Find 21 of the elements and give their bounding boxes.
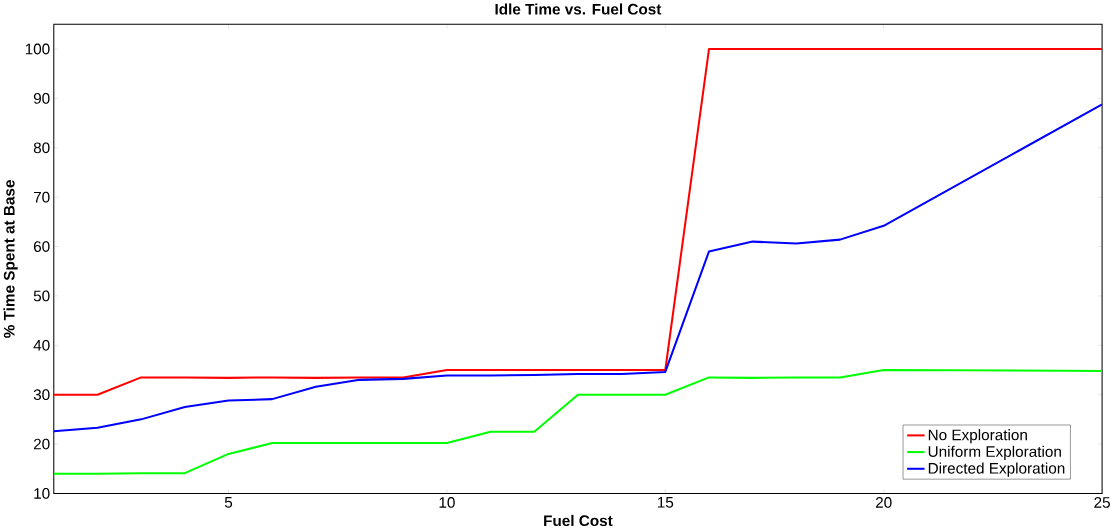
x-tick-label: 25 xyxy=(1094,497,1110,509)
y-tick-label: 20 xyxy=(33,438,50,450)
y-tick-label: 40 xyxy=(33,340,50,351)
x-tick-label: 15 xyxy=(657,497,674,508)
x-tick-label: 5 xyxy=(224,497,233,508)
legend-label: Directed Exploration xyxy=(928,462,1065,477)
y-tick-label: 30 xyxy=(33,389,50,401)
y-tick-label: 50 xyxy=(33,290,50,302)
y-tick-label: 90 xyxy=(33,93,50,105)
y-axis-title: % Time Spent at Base xyxy=(3,180,18,339)
y-tick-label: 60 xyxy=(33,241,50,253)
x-tick-label: 10 xyxy=(439,497,455,509)
chart-title: Idle Time vs. Fuel Cost xyxy=(495,3,662,15)
y-tick-label: 70 xyxy=(33,192,50,203)
y-tick-label: 80 xyxy=(33,142,50,154)
x-tick-label: 20 xyxy=(875,497,892,509)
y-tick-label: 10 xyxy=(34,488,50,500)
legend-label: No Exploration xyxy=(928,429,1027,444)
x-axis-title: Fuel Cost xyxy=(544,515,613,527)
y-tick-label: 100 xyxy=(25,43,50,55)
legend-label: Uniform Exploration xyxy=(928,446,1061,461)
